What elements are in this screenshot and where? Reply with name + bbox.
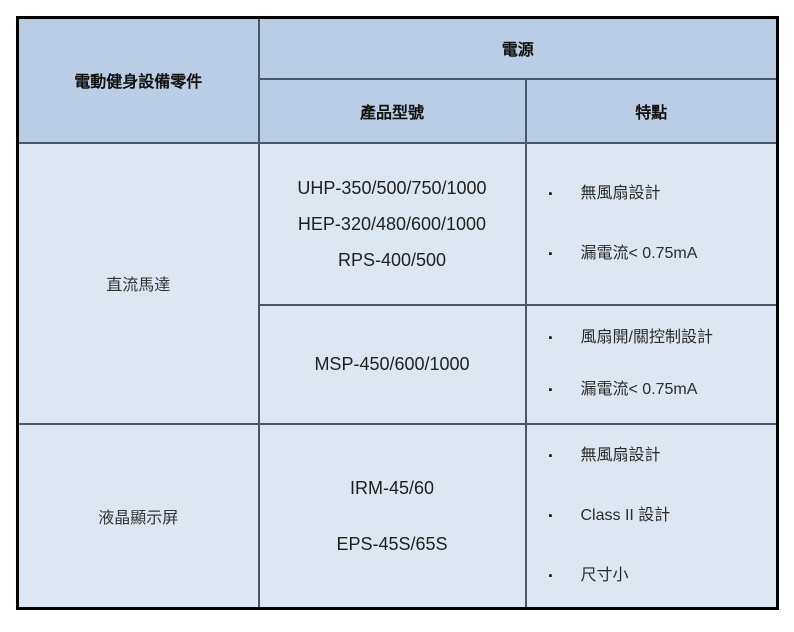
component-cell-lcd-display: 液晶顯示屏 <box>16 422 260 610</box>
feature-text: Class II 設計 <box>580 506 671 524</box>
header-feature-column: 特點 <box>524 77 779 144</box>
feature-item: ▪ 漏電流< 0.75mA <box>549 379 698 401</box>
feature-list: ▪ 無風扇設計 ▪ Class II 設計 ▪ 尺寸小 <box>527 445 777 587</box>
feature-item: ▪ 尺寸小 <box>549 565 629 587</box>
models-cell-dc-motor-2: MSP-450/600/1000 <box>257 303 527 425</box>
feature-text: 無風扇設計 <box>580 446 661 464</box>
features-cell-dc-motor-1: ▪ 無風扇設計 ▪ 漏電流< 0.75mA <box>524 141 779 306</box>
features-cell-lcd-display: ▪ 無風扇設計 ▪ Class II 設計 ▪ 尺寸小 <box>524 422 779 610</box>
feature-text: 風扇開/關控制設計 <box>580 329 713 346</box>
bullet-icon: ▪ <box>548 187 553 200</box>
model-stack: IRM-45/60 EPS-45S/65S <box>260 477 525 555</box>
models-cell-lcd-display: IRM-45/60 EPS-45S/65S <box>257 422 527 610</box>
row-dc-motor-2: MSP-450/600/1000 ▪ 風扇開/關控制設計 ▪ 漏電流< 0.75… <box>18 303 779 425</box>
bullet-icon: ▪ <box>548 384 553 396</box>
power-supply-spec-table: 電動健身設備零件 電源 產品型號 特點 直流馬達 UHP-350/500/750… <box>16 16 780 610</box>
feature-item: ▪ 無風扇設計 <box>549 445 661 467</box>
bullet-icon: ▪ <box>548 569 553 582</box>
feature-text: 漏電流< 0.75mA <box>580 381 698 398</box>
component-cell-dc-motor: 直流馬達 <box>16 141 260 425</box>
row-dc-motor-1: 直流馬達 UHP-350/500/750/1000 HEP-320/480/60… <box>16 141 779 425</box>
feature-item: ▪ Class II 設計 <box>549 505 671 527</box>
feature-list: ▪ 風扇開/關控制設計 ▪ 漏電流< 0.75mA <box>527 327 777 401</box>
feature-item: ▪ 漏電流< 0.75mA <box>549 243 698 265</box>
header-row-sub: 產品型號 特點 <box>18 77 779 144</box>
feature-text: 尺寸小 <box>580 566 629 584</box>
features-cell-dc-motor-2: ▪ 風扇開/關控制設計 ▪ 漏電流< 0.75mA <box>524 303 779 425</box>
model-number: MSP-450/600/1000 <box>314 354 470 374</box>
header-row-power: 電動健身設備零件 電源 <box>16 16 779 144</box>
feature-list: ▪ 無風扇設計 ▪ 漏電流< 0.75mA <box>527 183 777 265</box>
header-power-group: 電源 <box>257 16 779 80</box>
model-number: EPS-45S/65S <box>336 533 448 554</box>
model-number: UHP-350/500/750/1000 <box>297 177 487 198</box>
bullet-icon: ▪ <box>548 247 553 260</box>
models-cell-dc-motor-1: UHP-350/500/750/1000 HEP-320/480/600/100… <box>257 141 527 306</box>
row-lcd-display: 液晶顯示屏 IRM-45/60 EPS-45S/65S ▪ 無風扇設計 ▪ Cl… <box>16 422 779 610</box>
feature-item: ▪ 無風扇設計 <box>549 183 661 205</box>
model-number: HEP-320/480/600/1000 <box>297 213 487 234</box>
header-component-column: 電動健身設備零件 <box>16 16 260 144</box>
bullet-icon: ▪ <box>548 509 553 522</box>
feature-item: ▪ 風扇開/關控制設計 <box>549 327 713 349</box>
bullet-icon: ▪ <box>548 332 553 344</box>
header-model-column: 產品型號 <box>257 77 527 144</box>
feature-text: 無風扇設計 <box>580 184 661 202</box>
model-number: IRM-45/60 <box>349 477 435 498</box>
bullet-icon: ▪ <box>548 449 553 462</box>
feature-text: 漏電流< 0.75mA <box>580 244 698 262</box>
model-number: RPS-400/500 <box>337 249 447 270</box>
